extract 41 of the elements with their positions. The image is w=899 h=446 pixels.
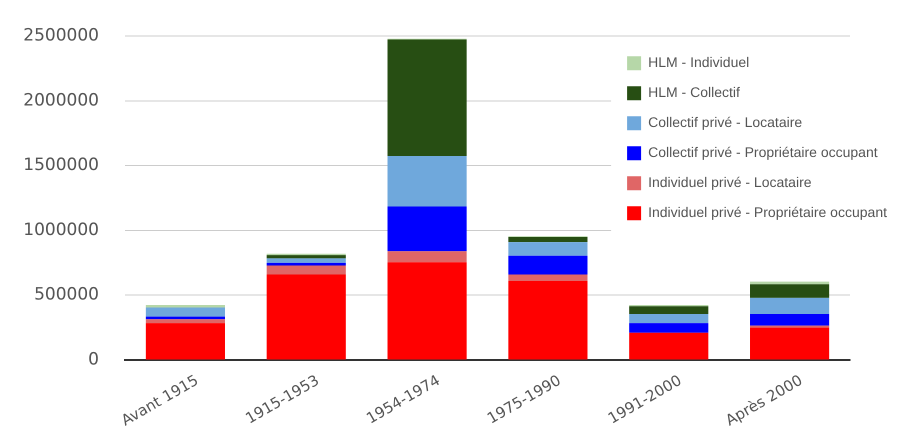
bar — [750, 314, 830, 326]
bar — [146, 319, 225, 324]
bar — [388, 251, 467, 262]
bar — [266, 258, 346, 263]
legend-label: Individuel privé - Propriétaire occupant — [648, 204, 888, 220]
bar — [750, 282, 830, 284]
bar — [266, 274, 346, 360]
bar — [508, 274, 588, 281]
legend-label: HLM - Collectif — [648, 84, 740, 100]
legend-label: Collectif privé - Locataire — [648, 114, 802, 130]
legend-label: HLM - Individuel — [648, 54, 750, 70]
bar — [146, 308, 225, 317]
bar — [388, 206, 467, 252]
bar — [750, 284, 830, 298]
bar — [508, 236, 588, 242]
bar — [266, 255, 346, 258]
y-tick-label: 2500000 — [23, 26, 99, 46]
y-tick-label: 1000000 — [23, 220, 99, 240]
bar — [266, 262, 346, 266]
bar — [629, 314, 708, 324]
y-tick-label: 0 — [88, 349, 99, 370]
legend-label: Individuel privé - Locataire — [648, 174, 812, 190]
bar — [146, 316, 225, 320]
legend-label: Collectif privé - Propriétaire occupant — [648, 144, 878, 160]
bar — [508, 242, 588, 256]
bar — [266, 265, 346, 275]
bar — [629, 306, 708, 314]
bar — [508, 256, 588, 275]
bar — [750, 298, 830, 314]
bar — [388, 262, 467, 360]
y-tick-label: 1500000 — [23, 155, 99, 176]
bar — [750, 328, 830, 360]
y-tick-label: 2000000 — [23, 90, 99, 110]
bar — [146, 323, 225, 360]
bar — [629, 323, 708, 333]
bar — [508, 280, 588, 360]
y-tick-label: 500000 — [34, 284, 99, 305]
bar — [629, 332, 708, 360]
bar — [146, 304, 225, 308]
bar — [388, 39, 467, 156]
bar — [388, 156, 467, 207]
